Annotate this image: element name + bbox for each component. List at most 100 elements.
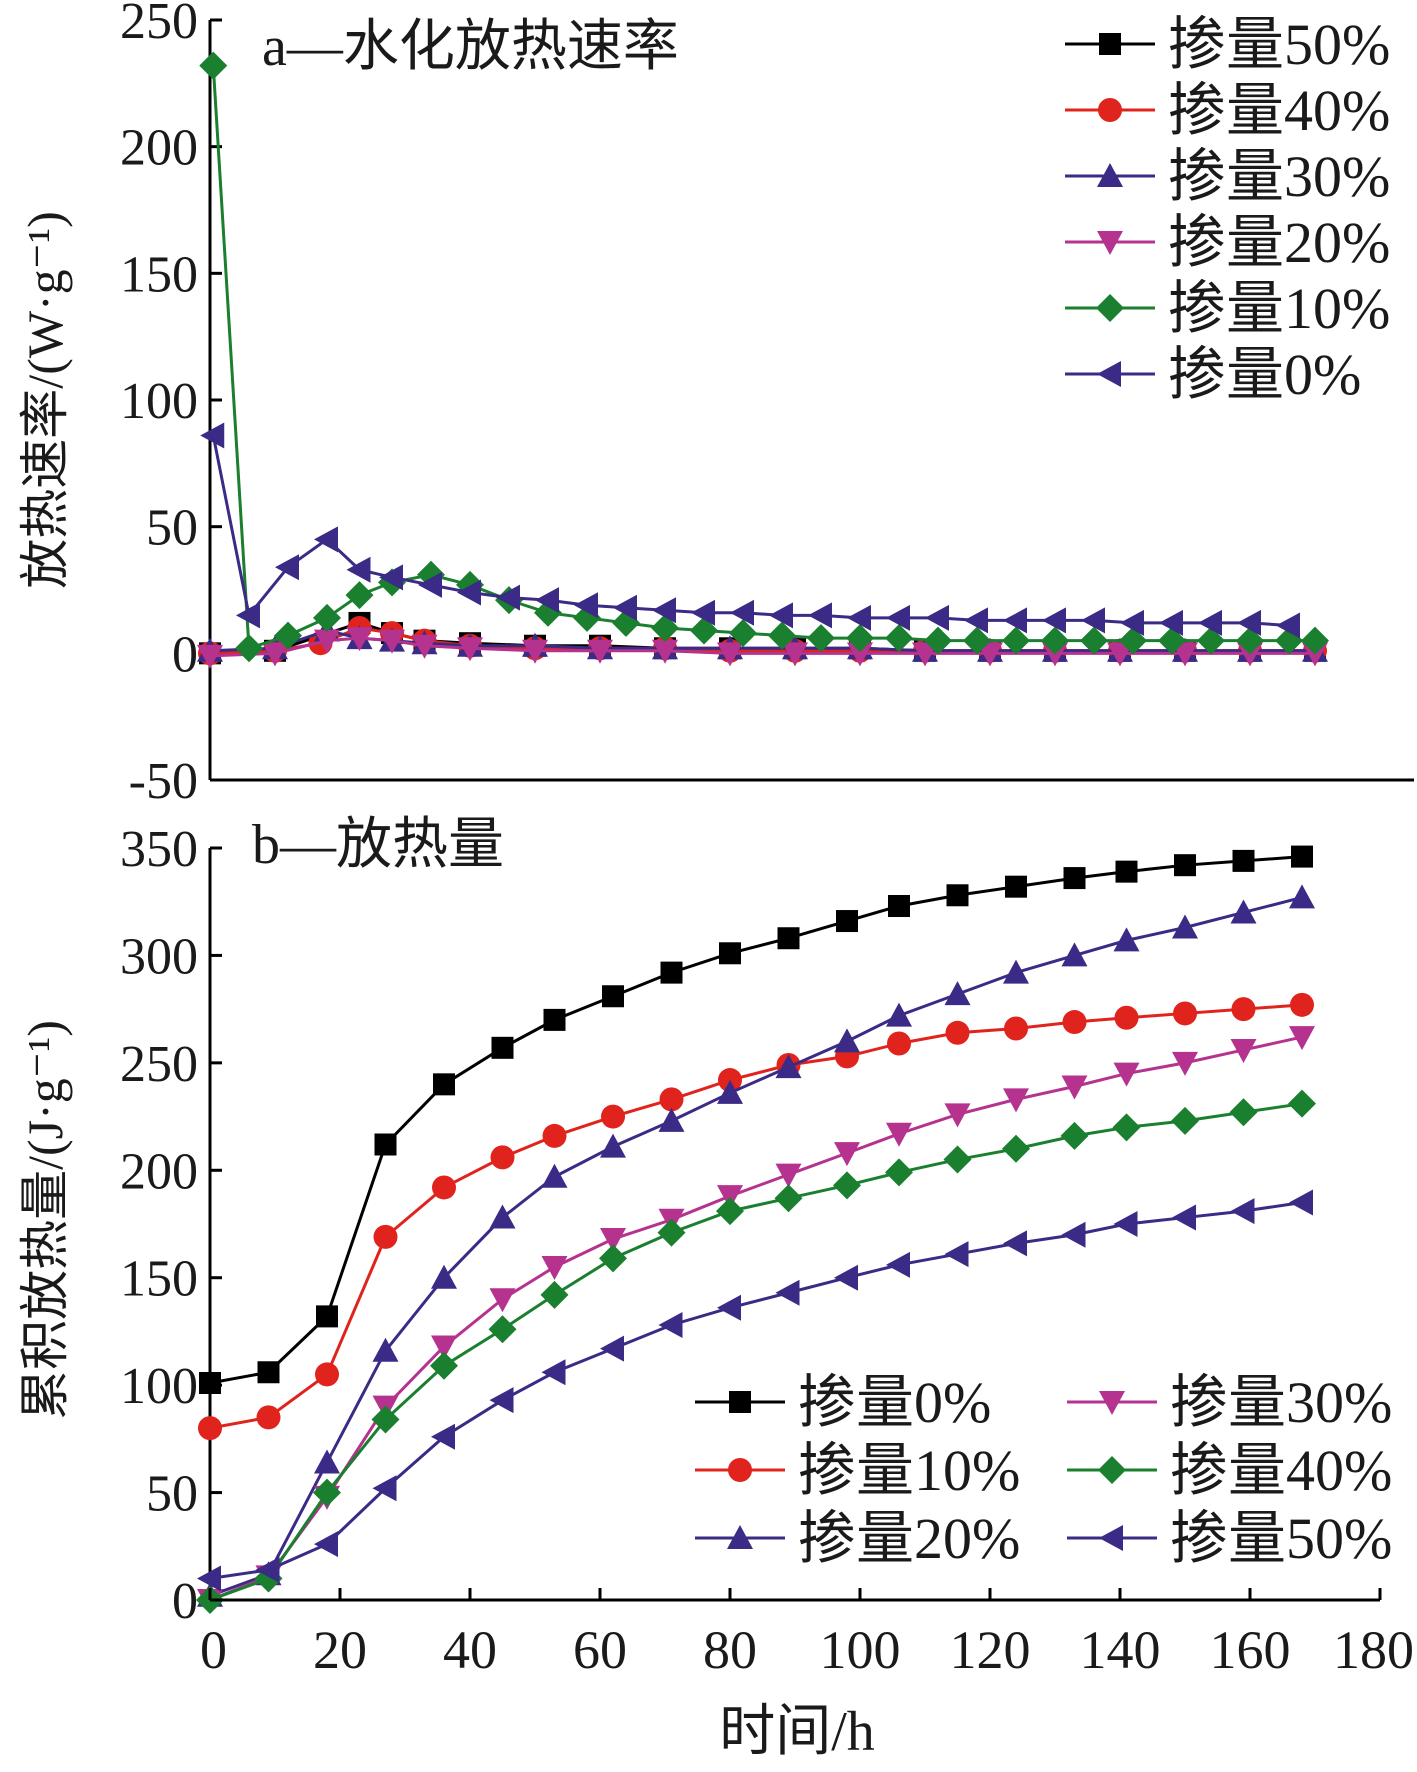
legend-marker xyxy=(1097,163,1123,187)
y-tick-label: 100 xyxy=(120,1358,198,1415)
data-point xyxy=(1230,1038,1257,1063)
data-point xyxy=(540,1280,569,1309)
data-point xyxy=(1172,642,1198,667)
legend-label: 掺量40% xyxy=(1170,1438,1392,1503)
data-point xyxy=(944,1241,969,1268)
panel-title: a—水化放热速率 xyxy=(262,16,679,78)
data-point xyxy=(199,1371,221,1394)
y-tick-label: 50 xyxy=(146,500,198,557)
legend-entry: 掺量20% xyxy=(1065,210,1390,275)
data-point xyxy=(730,599,754,626)
data-point xyxy=(1276,612,1300,639)
data-point xyxy=(945,1020,970,1045)
data-point xyxy=(1289,1026,1315,1051)
data-point xyxy=(198,1416,222,1441)
series-line xyxy=(211,65,1315,651)
data-point xyxy=(541,1255,568,1280)
data-point xyxy=(885,624,913,653)
data-point xyxy=(1171,1106,1199,1135)
data-point xyxy=(345,581,374,610)
data-point xyxy=(1003,1230,1027,1257)
data-point xyxy=(1291,845,1313,868)
data-point xyxy=(769,602,793,629)
series-line xyxy=(209,1035,1303,1602)
data-point xyxy=(314,629,340,654)
data-point xyxy=(782,642,808,667)
legend-entry: 掺量20% xyxy=(695,1506,1020,1571)
data-point xyxy=(431,1335,457,1360)
data-point xyxy=(1289,1189,1313,1216)
legend-entry: 掺量40% xyxy=(1065,78,1390,143)
legend-entry: 掺量40% xyxy=(1067,1438,1392,1503)
data-point xyxy=(542,1123,567,1148)
data-point xyxy=(1113,927,1140,952)
legend-label: 掺量20% xyxy=(1168,210,1390,275)
data-point xyxy=(1172,914,1198,939)
series-b-2 xyxy=(197,884,1315,1607)
data-point xyxy=(541,1163,568,1188)
data-point xyxy=(602,985,624,1008)
data-point xyxy=(775,1163,802,1188)
data-point xyxy=(775,1279,800,1306)
data-point xyxy=(944,1103,971,1128)
data-point xyxy=(489,1387,514,1414)
legend-marker xyxy=(1098,1456,1126,1484)
data-point xyxy=(1229,1098,1258,1127)
data-point xyxy=(833,1171,861,1200)
y-tick-label: 0 xyxy=(172,1573,198,1630)
data-point xyxy=(1107,642,1133,667)
data-point xyxy=(313,1478,341,1507)
data-point xyxy=(1061,1075,1088,1100)
x-tick-label: 0 xyxy=(200,1620,227,1680)
legend-label: 掺量20% xyxy=(798,1506,1020,1571)
data-point xyxy=(314,1449,340,1474)
legend-entry: 掺量50% xyxy=(1065,12,1390,77)
data-point xyxy=(1230,1198,1255,1225)
data-point xyxy=(963,626,991,655)
data-point xyxy=(235,634,263,663)
legend-marker xyxy=(729,1391,751,1413)
data-point xyxy=(1231,997,1256,1022)
data-point xyxy=(834,1028,860,1053)
data-point xyxy=(775,1054,802,1079)
legend-entry: 掺量30% xyxy=(1065,144,1390,209)
data-point xyxy=(717,1185,743,1210)
data-point xyxy=(256,1405,281,1430)
data-point xyxy=(374,1133,397,1156)
data-point xyxy=(717,1079,743,1104)
data-point xyxy=(944,981,971,1006)
data-point xyxy=(1080,626,1108,655)
data-point xyxy=(314,526,338,553)
data-point xyxy=(574,592,598,619)
legend-marker xyxy=(727,1525,753,1549)
data-point xyxy=(1172,1051,1198,1076)
x-tick-label: 100 xyxy=(820,1620,901,1680)
legend: 掺量0%掺量10%掺量20% 掺量30%掺量40%掺量50% xyxy=(695,1370,1392,1571)
data-point xyxy=(1120,609,1144,636)
data-point xyxy=(600,1335,624,1362)
data-point xyxy=(836,910,858,933)
x-tick-label: 180 xyxy=(1333,1620,1414,1680)
series-line xyxy=(209,1003,1303,1430)
data-point xyxy=(522,639,548,664)
data-point xyxy=(316,1305,338,1328)
data-point xyxy=(1237,609,1261,636)
y-tick-label: -50 xyxy=(129,753,198,810)
legend-label: 掺量30% xyxy=(1168,144,1390,209)
data-point xyxy=(834,1142,860,1167)
data-point xyxy=(431,1423,455,1450)
data-point xyxy=(346,556,371,583)
data-point xyxy=(1289,884,1315,909)
x-tick-label: 160 xyxy=(1210,1620,1291,1680)
legend-label: 掺量0% xyxy=(1168,342,1361,407)
series-b-1 xyxy=(198,992,1314,1441)
data-point xyxy=(599,1244,627,1273)
data-point xyxy=(716,1197,744,1226)
legend-label: 掺量10% xyxy=(1168,276,1390,341)
data-point xyxy=(768,621,796,650)
legend-label: 掺量10% xyxy=(798,1438,1020,1503)
data-point xyxy=(199,51,228,80)
data-point xyxy=(912,642,938,667)
data-point xyxy=(717,642,743,667)
series-b-3 xyxy=(197,1026,1315,1613)
